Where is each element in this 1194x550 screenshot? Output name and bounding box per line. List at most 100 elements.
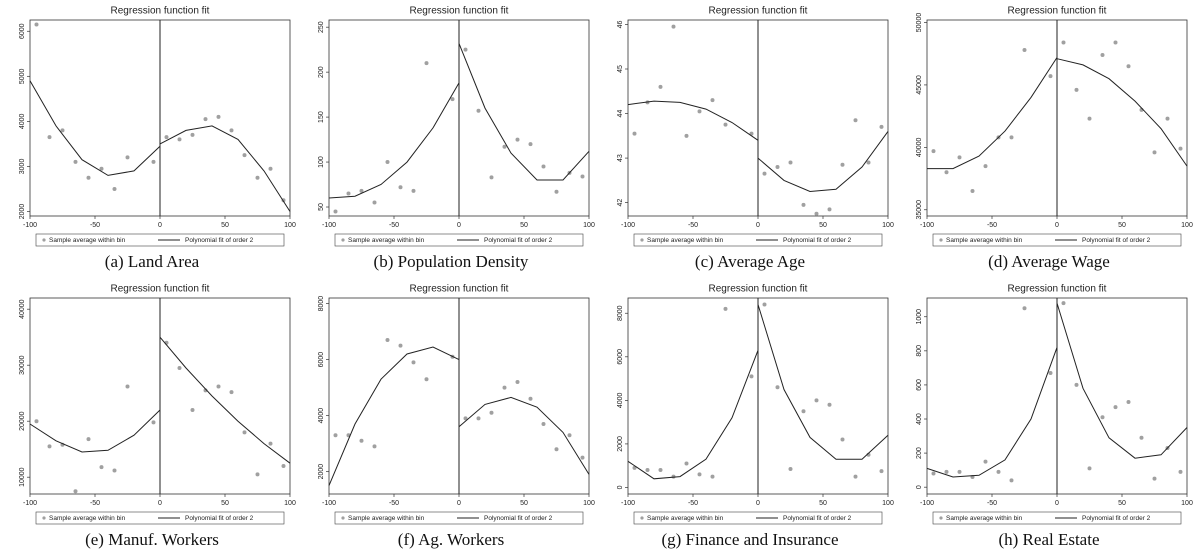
y-tick-label: 43 <box>617 154 624 162</box>
x-tick-label: 0 <box>457 500 461 507</box>
bin-point <box>424 61 429 66</box>
bin-point <box>333 209 338 214</box>
bin-point <box>47 444 52 449</box>
chart-title: Regression function fit <box>111 284 210 295</box>
bin-point <box>879 124 884 129</box>
y-tick-label: 400 <box>916 413 923 425</box>
x-tick-label: -50 <box>90 500 100 507</box>
y-tick-label: 2000 <box>19 204 26 220</box>
y-tick-label: 6000 <box>318 352 325 368</box>
y-tick-label: 8000 <box>318 296 325 312</box>
bin-point <box>840 162 845 167</box>
legend-label: Polynomial fit of order 2 <box>185 237 254 244</box>
bin-point <box>827 207 832 212</box>
chart-title: Regression function fit <box>1008 6 1107 17</box>
chart-title: Regression function fit <box>111 6 210 17</box>
fit-line <box>29 336 291 464</box>
y-tick-label: 6000 <box>617 349 624 365</box>
bin-point <box>580 455 585 460</box>
bin-point <box>255 175 260 180</box>
legend-label: Sample average within bin <box>348 237 425 244</box>
legend-marker <box>341 516 345 520</box>
bin-point <box>1152 476 1157 481</box>
bin-point <box>489 410 494 415</box>
x-tick-label: -50 <box>90 222 100 229</box>
bin-point <box>86 175 91 180</box>
bin-point <box>957 155 962 160</box>
bin-point <box>125 384 130 389</box>
bin-point <box>1061 40 1066 45</box>
fit-line <box>627 100 889 193</box>
bin-point <box>801 202 806 207</box>
bin-point <box>983 164 988 169</box>
fit-line <box>927 57 1188 170</box>
bin-point <box>697 472 702 477</box>
x-tick-label: 50 <box>221 222 229 229</box>
y-tick-label: 20000 <box>19 411 26 431</box>
y-tick-label: 46 <box>617 20 624 28</box>
legend-label: Sample average within bin <box>647 515 724 522</box>
x-tick-label: 50 <box>221 500 229 507</box>
bin-point <box>697 109 702 114</box>
caption: (g) Finance and Insurance <box>661 530 838 549</box>
legend-label: Polynomial fit of order 2 <box>1082 515 1151 522</box>
bin-point <box>710 474 715 479</box>
fit-line <box>926 302 1188 478</box>
y-tick-label: 150 <box>318 111 325 123</box>
bin-point <box>463 416 468 421</box>
bin-point <box>34 22 39 27</box>
legend-marker <box>939 238 943 242</box>
bin-point <box>489 175 494 180</box>
y-tick-label: 2000 <box>617 436 624 452</box>
y-tick-label: 100 <box>318 156 325 168</box>
bin-point <box>1061 301 1066 306</box>
bin-point <box>775 385 780 390</box>
chart-title: Regression function fit <box>709 284 808 295</box>
y-tick-label: 200 <box>916 447 923 459</box>
legend-label: Polynomial fit of order 2 <box>783 515 852 522</box>
bin-point <box>1165 116 1170 121</box>
bin-point <box>177 366 182 370</box>
bin-point <box>385 338 390 342</box>
legend-marker <box>939 516 943 520</box>
legend-label: Polynomial fit of order 2 <box>484 237 553 244</box>
y-tick-label: 250 <box>318 21 325 33</box>
bin-point <box>528 142 533 147</box>
bin-point <box>788 160 793 165</box>
bin-point <box>177 137 182 142</box>
x-tick-label: 0 <box>756 222 760 229</box>
bin-point <box>502 144 507 149</box>
bin-point <box>229 128 234 133</box>
x-tick-label: 50 <box>819 222 827 229</box>
caption: (e) Manuf. Workers <box>85 530 219 549</box>
bin-point <box>957 469 962 474</box>
bin-point <box>684 133 689 138</box>
bin-point <box>1022 306 1027 311</box>
x-tick-label: -50 <box>987 222 997 229</box>
x-tick-label: 100 <box>882 500 894 507</box>
bin-point <box>1178 469 1183 474</box>
legend-marker <box>42 238 46 242</box>
x-tick-label: -100 <box>23 222 37 229</box>
fit-line <box>328 346 590 486</box>
legend-label: Sample average within bin <box>946 515 1023 522</box>
y-tick-label: 5000 <box>19 68 26 84</box>
bin-point <box>567 433 572 438</box>
caption: (b) Population Density <box>374 252 529 271</box>
bin-point <box>398 185 403 190</box>
bin-point <box>775 165 780 169</box>
y-tick-label: 200 <box>318 66 325 78</box>
y-tick-label: 4000 <box>617 392 624 408</box>
legend-label: Sample average within bin <box>647 237 724 244</box>
bin-point <box>944 469 949 474</box>
bin-point <box>268 441 273 446</box>
legend-label: Polynomial fit of order 2 <box>783 237 852 244</box>
bin-point <box>541 422 546 426</box>
x-tick-label: 50 <box>520 500 528 507</box>
bin-point <box>684 461 689 466</box>
x-tick-label: -100 <box>621 500 635 507</box>
y-tick-label: 8000 <box>617 305 624 321</box>
y-tick-label: 3000 <box>19 159 26 175</box>
bin-point <box>671 24 676 29</box>
caption: (h) Real Estate <box>998 530 1099 549</box>
